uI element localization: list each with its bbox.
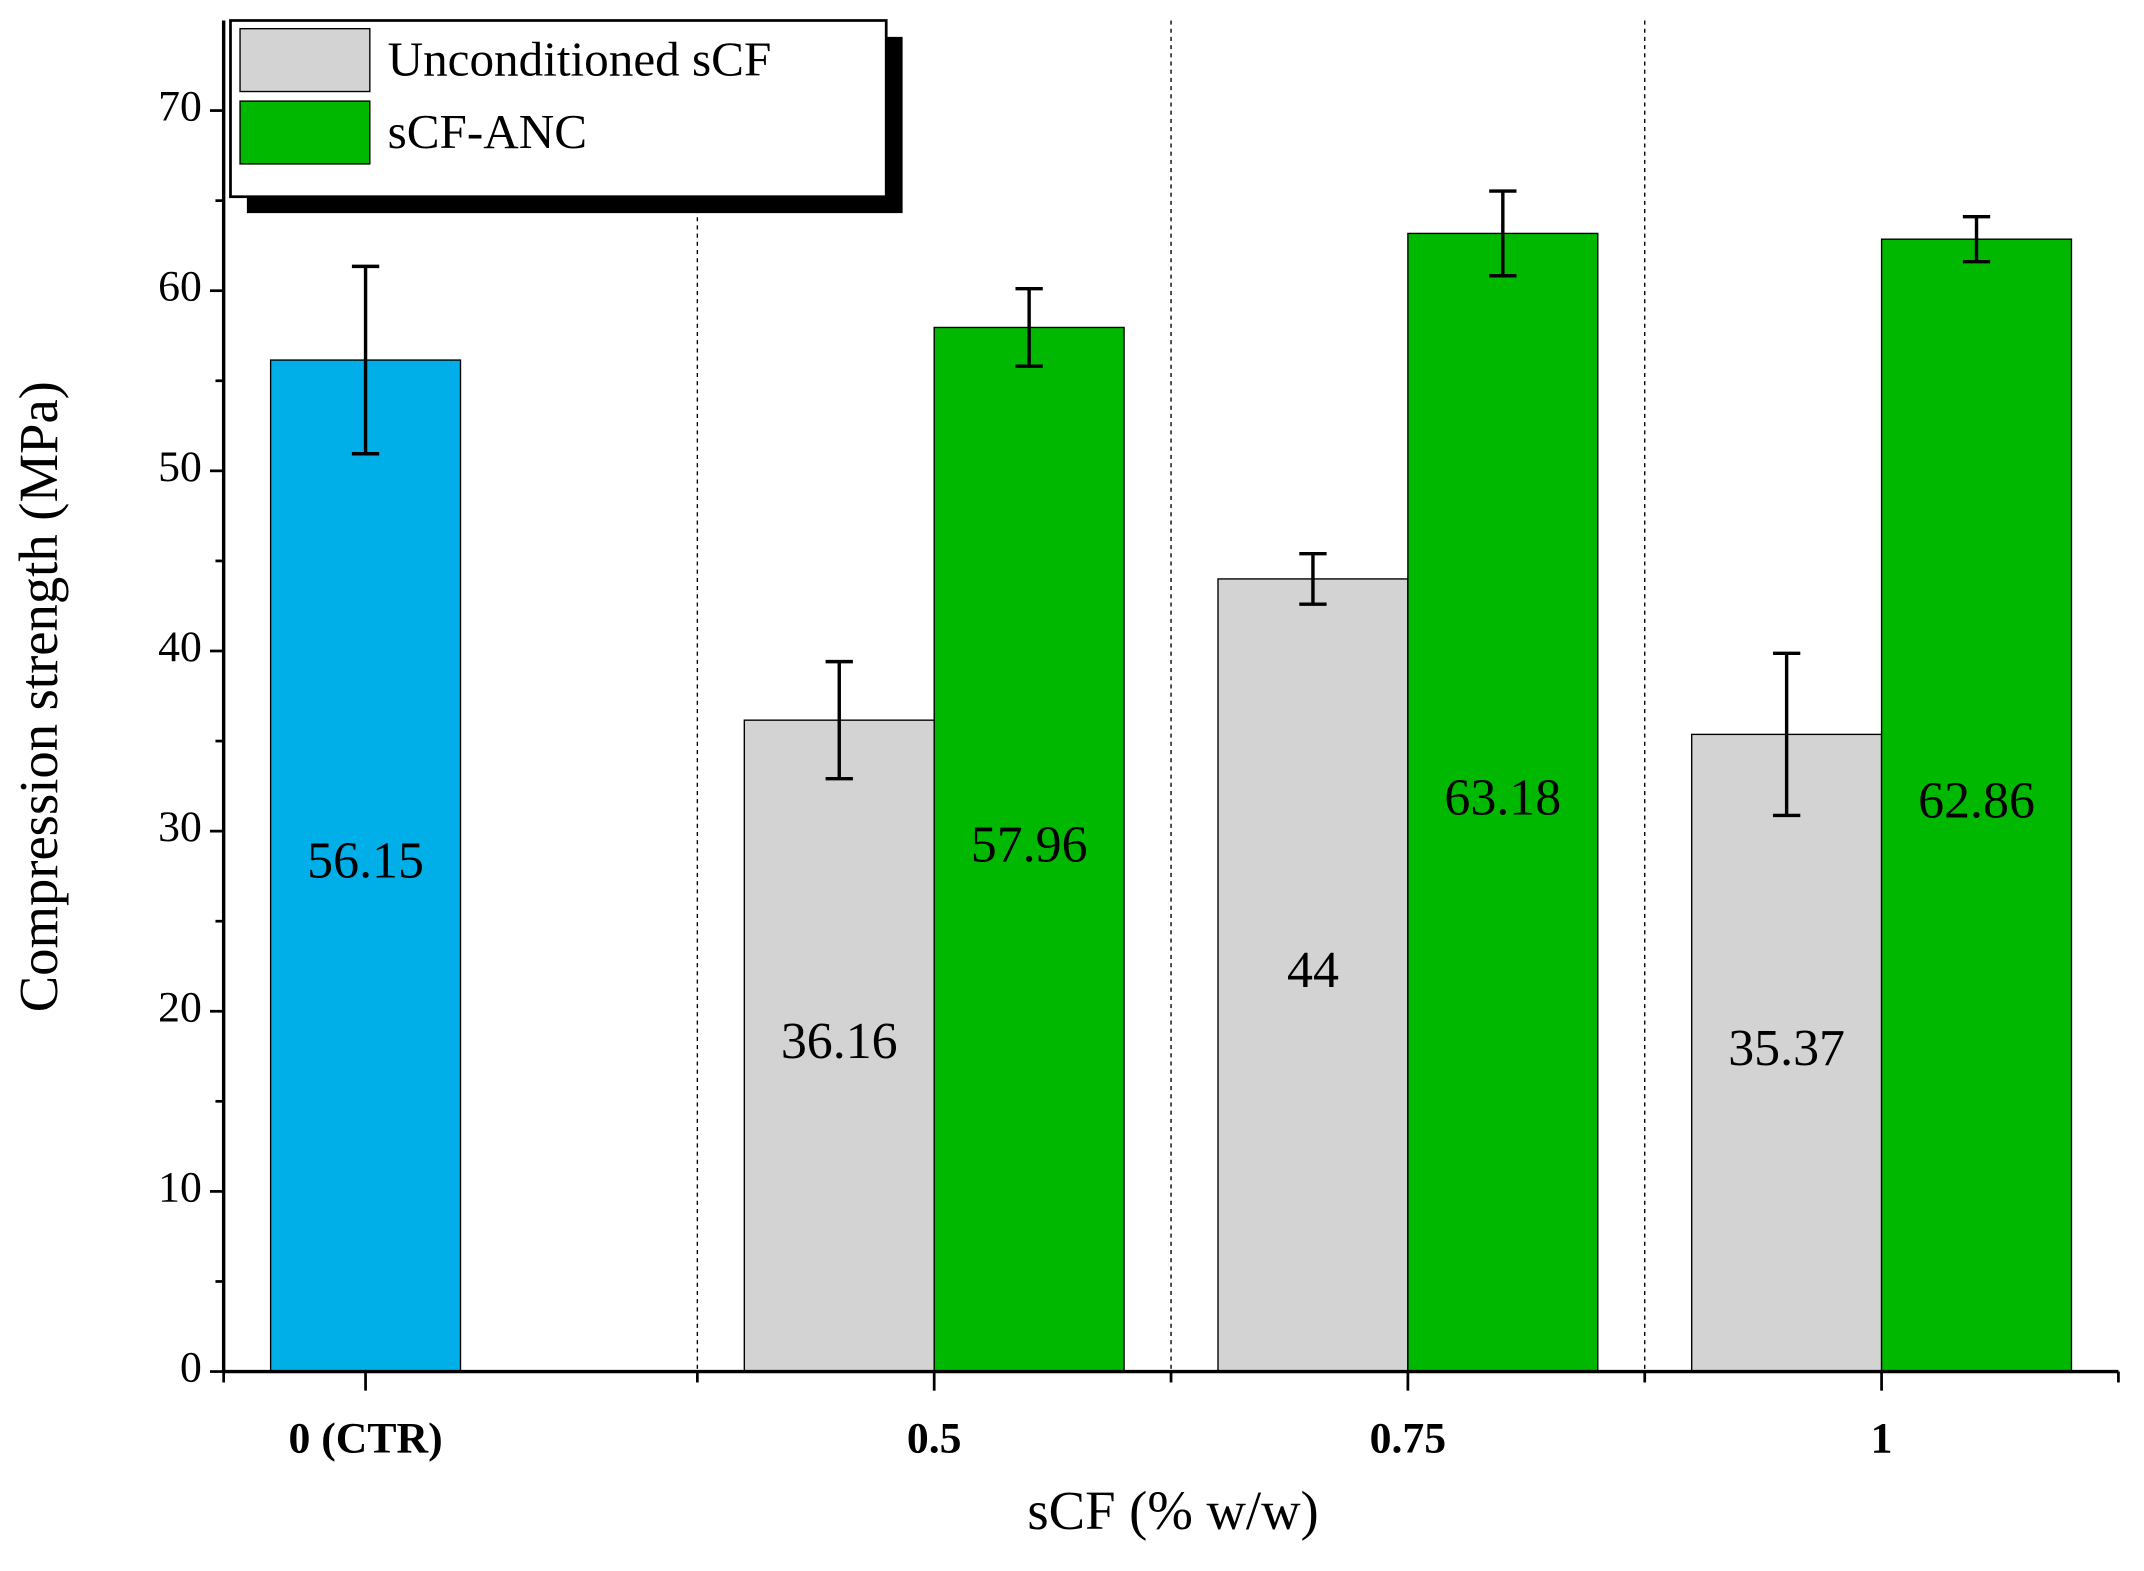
- y-tick-label: 10: [158, 1163, 202, 1211]
- data-label: 57.96: [971, 816, 1088, 873]
- y-tick-label: 60: [158, 263, 202, 311]
- bar: [1691, 733, 1883, 1373]
- legend-swatch: [239, 28, 371, 93]
- y-tick-label: 40: [158, 623, 202, 671]
- x-tick-label: 0.5: [907, 1415, 962, 1463]
- y-tick-label: 0: [180, 1344, 202, 1392]
- x-tick-label: 0.75: [1370, 1415, 1446, 1463]
- error-bar: [1489, 189, 1517, 278]
- x-tick-label: 1: [1871, 1415, 1893, 1463]
- legend-label: sCF-ANC: [388, 104, 587, 159]
- error-bar: [1015, 287, 1043, 368]
- y-tick-label: 50: [158, 443, 202, 491]
- bar: [1880, 238, 2073, 1373]
- legend-label: Unconditioned sCF: [388, 31, 772, 86]
- data-label: 62.86: [1918, 772, 2035, 829]
- bar: [1217, 578, 1409, 1373]
- data-label: 44: [1287, 942, 1339, 999]
- error-bar: [1962, 214, 1991, 264]
- error-bar: [825, 659, 853, 781]
- data-label: 35.37: [1728, 1020, 1845, 1077]
- y-tick-label: 30: [158, 803, 202, 851]
- data-label: 36.16: [781, 1013, 898, 1070]
- error-bar: [351, 264, 380, 456]
- y-axis-label: Compression strength (MPa): [8, 381, 69, 1012]
- data-label: 63.18: [1444, 769, 1561, 826]
- x-tick-label: 0 (CTR): [288, 1415, 442, 1463]
- y-tick-label: 70: [158, 83, 202, 131]
- legend-swatch: [239, 100, 371, 165]
- x-axis-label: sCF (% w/w): [1027, 1480, 1318, 1541]
- error-bar: [1772, 651, 1801, 818]
- y-tick-label: 20: [158, 983, 202, 1031]
- data-label: 56.15: [307, 833, 424, 890]
- error-bar: [1299, 552, 1327, 606]
- bar: [1407, 232, 1599, 1373]
